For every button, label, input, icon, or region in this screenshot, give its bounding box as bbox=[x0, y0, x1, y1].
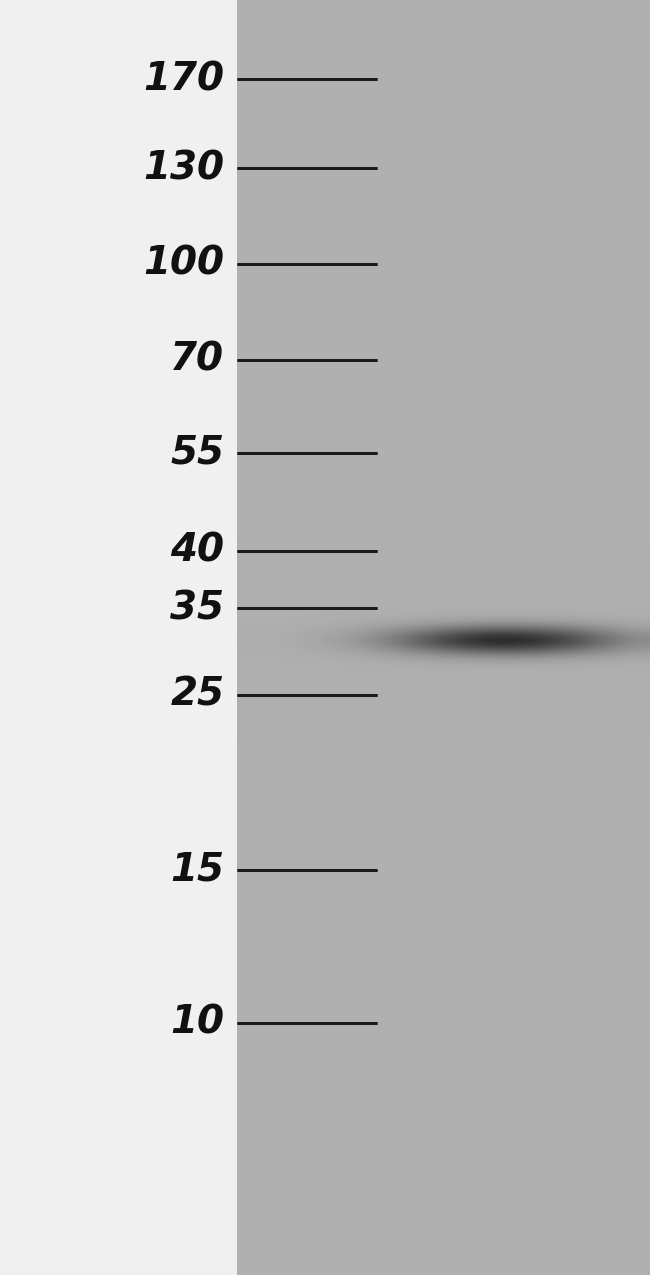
FancyBboxPatch shape bbox=[0, 0, 237, 1275]
Text: 25: 25 bbox=[170, 676, 224, 714]
Text: 35: 35 bbox=[170, 589, 224, 627]
FancyBboxPatch shape bbox=[237, 742, 650, 1275]
Text: 10: 10 bbox=[170, 1003, 224, 1042]
FancyBboxPatch shape bbox=[237, 0, 650, 1275]
Text: 55: 55 bbox=[170, 434, 224, 472]
FancyBboxPatch shape bbox=[237, 0, 650, 538]
Text: 40: 40 bbox=[170, 532, 224, 570]
Text: 15: 15 bbox=[170, 850, 224, 889]
Text: 130: 130 bbox=[143, 149, 224, 187]
Text: 70: 70 bbox=[170, 340, 224, 379]
Text: 100: 100 bbox=[143, 245, 224, 283]
Text: 170: 170 bbox=[143, 60, 224, 98]
